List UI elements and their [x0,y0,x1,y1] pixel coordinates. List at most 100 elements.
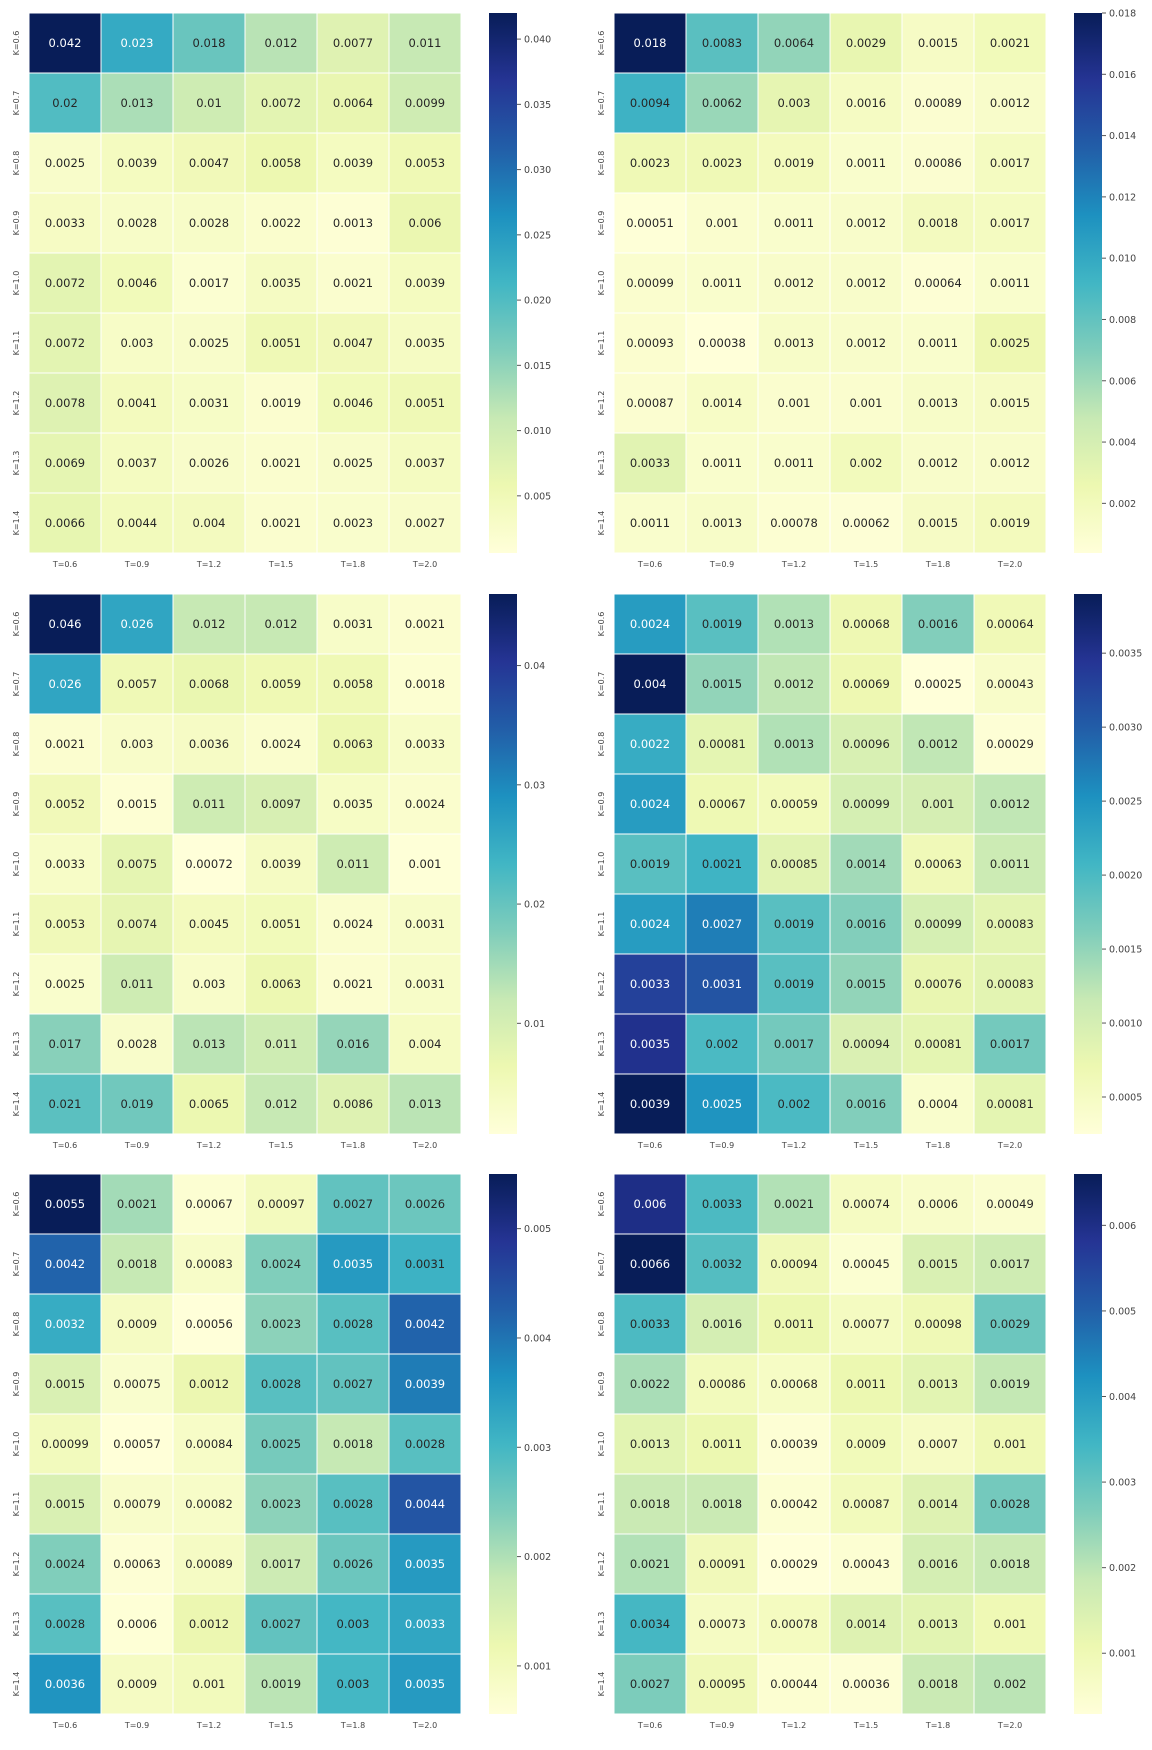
cell-annotation: 0.0013 [774,336,814,350]
heatmap-cell [388,713,462,775]
heatmap-cell [388,312,462,374]
x-tick-label: T=1.2 [196,1721,221,1730]
x-tick-label: T=1.8 [340,1141,365,1150]
cell-annotation: 0.0029 [846,36,886,50]
y-tick-label: K=0.9 [597,1372,606,1397]
colorbar-tick-label: 0.018 [1109,9,1136,20]
cell-annotation: 0.001 [994,1437,1027,1451]
cell-annotation: 0.0025 [702,1097,742,1111]
cell-annotation: 0.0024 [261,737,301,751]
colorbar-tick-label: 0.004 [1109,1392,1136,1403]
cell-annotation: 0.0063 [261,977,301,991]
colorbar [489,13,517,553]
colorbar-tick-label: 0.010 [524,426,551,437]
cell-annotation: 0.0021 [117,1197,157,1211]
heatmap-cell [388,773,462,835]
cell-annotation: 0.0063 [333,737,373,751]
cell-annotation: 0.001 [409,857,442,871]
cell-annotation: 0.0011 [774,1317,814,1331]
cell-annotation: 0.0041 [117,396,157,410]
cell-annotation: 0.0012 [774,677,814,691]
heatmap-cell [613,1353,687,1415]
cell-annotation: 0.00045 [842,1257,890,1271]
heatmap-cell [244,653,318,715]
cell-annotation: 0.0027 [333,1377,373,1391]
heatmap-cell [316,192,390,254]
cell-annotation: 0.0032 [45,1317,85,1331]
heatmap-cell [757,252,831,314]
heatmap-cell [901,893,975,955]
heatmap-cell [901,1533,975,1595]
y-tick-label: K=1.1 [597,912,606,937]
cell-annotation: 0.0075 [117,857,157,871]
cell-annotation: 0.0011 [990,857,1030,871]
heatmap-cell [685,492,759,554]
x-tick-label: T=0.6 [52,1721,77,1730]
heatmap-cell [685,1073,759,1135]
cell-annotation: 0.0019 [990,516,1030,530]
cell-annotation: 0.00036 [842,1677,890,1691]
cell-annotation: 0.00064 [914,276,962,290]
heatmap-cell [685,773,759,835]
heatmap-cell [172,12,246,74]
heatmap-cell [901,1233,975,1295]
cell-annotation: 0.0017 [261,1557,301,1571]
heatmap-cell [757,1233,831,1295]
cell-annotation: 0.0016 [918,617,958,631]
heatmap-cell [244,432,318,494]
heatmap-cell [901,1013,975,1075]
heatmap-cell [388,72,462,134]
colorbar-tick-label: 0.014 [1109,131,1136,142]
cell-annotation: 0.0014 [846,857,886,871]
cell-annotation: 0.0028 [333,1317,373,1331]
heatmap-cell [28,432,102,494]
cell-annotation: 0.00063 [113,1557,161,1571]
cell-annotation: 0.0022 [630,1377,670,1391]
heatmap-cell [613,1473,687,1535]
y-tick-label: K=1.1 [597,331,606,356]
heatmap-cell [316,833,390,895]
colorbar-tick-label: 0.003 [524,1443,551,1454]
cell-annotation: 0.0017 [990,1257,1030,1271]
heatmap-cell [973,1293,1047,1355]
heatmap-panel-5: 0.0055 0.0021 0.00067 0.00097 0.0027 0.0026 0.… [12,1173,551,1730]
cell-annotation: 0.0012 [846,216,886,230]
heatmap-cell [244,1533,318,1595]
cell-annotation: 0.0027 [630,1677,670,1691]
cell-annotation: 0.0072 [261,96,301,110]
heatmap-cell [829,12,903,74]
heatmap-cell [28,1173,102,1235]
cell-annotation: 0.00089 [185,1557,233,1571]
cell-annotation: 0.0011 [702,1437,742,1451]
heatmap-cell [316,252,390,314]
cell-annotation: 0.00074 [842,1197,890,1211]
heatmap-cell [685,192,759,254]
cell-annotation: 0.0013 [918,1377,958,1391]
cell-annotation: 0.0006 [918,1197,958,1211]
y-tick-label: K=1.3 [597,451,606,476]
heatmap-cell [100,372,174,434]
cell-annotation: 0.0039 [405,1377,445,1391]
cell-annotation: 0.0042 [405,1317,445,1331]
heatmap-panel-3: 0.046 0.026 0.012 0.012 0.0031 0.0021 0.026 0.0… [12,593,545,1150]
colorbar-tick-label: 0.005 [1109,1306,1136,1317]
cell-annotation: 0.0012 [990,797,1030,811]
x-tick-label: T=2.0 [412,560,437,569]
heatmap-cell [613,1293,687,1355]
x-tick-label: T=0.6 [637,560,662,569]
cell-annotation: 0.0014 [702,396,742,410]
colorbar-tick-label: 0.016 [1109,70,1136,81]
cell-annotation: 0.00059 [770,797,818,811]
cell-annotation: 0.00095 [698,1677,746,1691]
cell-annotation: 0.0019 [261,396,301,410]
cell-annotation: 0.0046 [333,396,373,410]
heatmap-cell [316,1233,390,1295]
heatmap-cell [316,132,390,194]
heatmap-cell [973,833,1047,895]
heatmap-cell [100,773,174,835]
heatmap-cell [28,252,102,314]
colorbar-tick-label: 0.003 [1109,1478,1136,1489]
cell-annotation: 0.0099 [405,96,445,110]
heatmap-cell [757,1353,831,1415]
heatmap-cell [685,1533,759,1595]
